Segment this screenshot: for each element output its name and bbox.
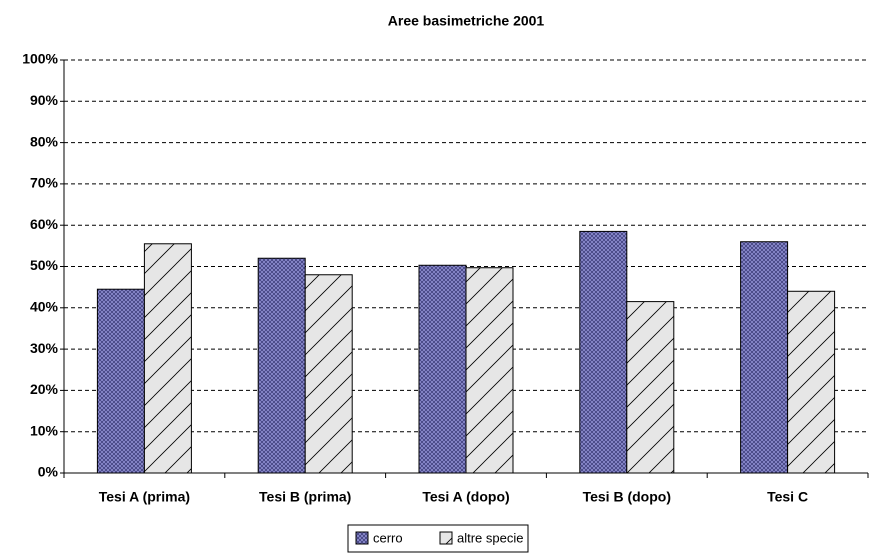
y-tick-label: 100% [22, 51, 58, 67]
legend [347, 524, 529, 553]
y-tick-label: 80% [30, 133, 59, 149]
y-tick-label: 0% [38, 464, 59, 480]
y-tick-label: 20% [30, 381, 59, 397]
legend-label: cerro [373, 530, 403, 545]
bar [96, 288, 145, 474]
x-tick-label: Tesi C [767, 489, 808, 505]
bar [579, 230, 628, 474]
y-tick-label: 10% [30, 422, 59, 438]
bar [304, 274, 353, 474]
legend-swatch [355, 531, 369, 545]
chart-title: Aree basimetriche 2001 [388, 13, 545, 29]
bar [740, 241, 789, 474]
y-tick-label: 30% [30, 340, 59, 356]
bar [787, 290, 836, 474]
bar [143, 243, 192, 474]
bar [626, 301, 675, 474]
legend-label: altre specie [457, 530, 523, 545]
y-tick-label: 50% [30, 257, 59, 273]
x-tick-label: Tesi B (dopo) [583, 489, 671, 505]
x-tick-label: Tesi A (dopo) [422, 489, 509, 505]
bar [465, 267, 514, 474]
x-tick-label: Tesi B (prima) [259, 489, 351, 505]
x-tick-label: Tesi A (prima) [99, 489, 190, 505]
bar [257, 257, 306, 474]
bar [418, 264, 467, 474]
y-tick-label: 90% [30, 92, 59, 108]
y-tick-label: 60% [30, 216, 59, 232]
y-tick-label: 40% [30, 299, 59, 315]
y-tick-label: 70% [30, 175, 59, 191]
legend-swatch [439, 531, 453, 545]
